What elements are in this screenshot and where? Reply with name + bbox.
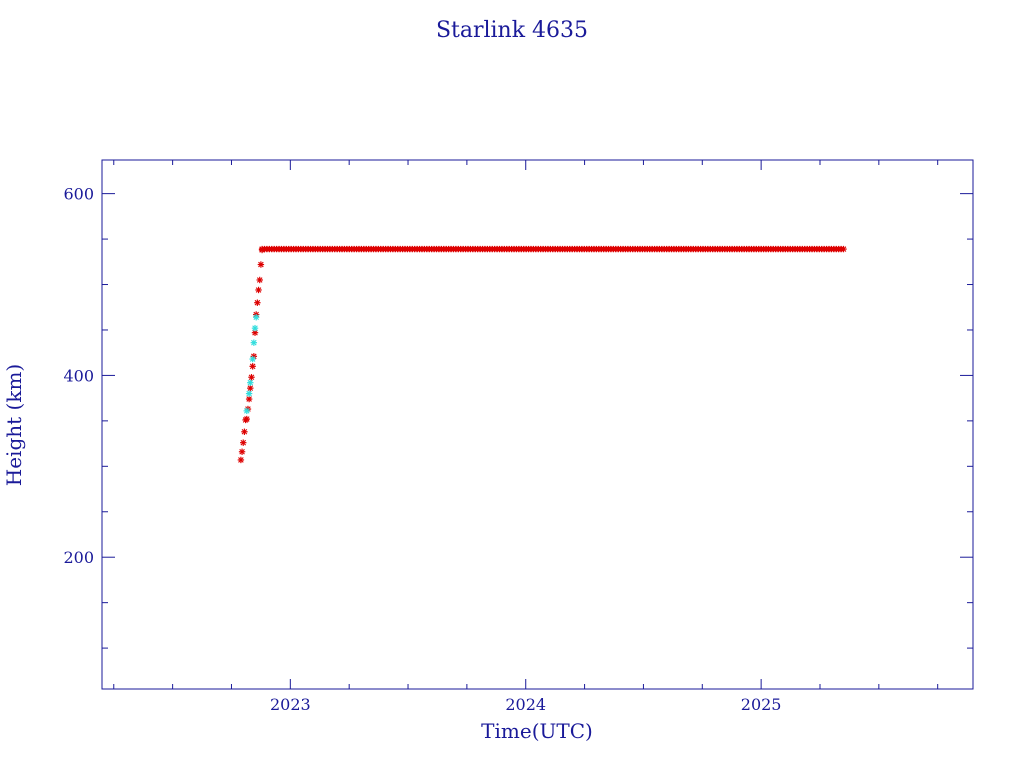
series-0-point-d2 xyxy=(247,385,254,391)
series-0-point xyxy=(237,456,245,464)
series-0-point xyxy=(254,299,261,306)
series-1-point-d2 xyxy=(840,246,847,252)
series-0-point-d2 xyxy=(241,428,248,435)
x-axis-label: Time(UTC) xyxy=(481,719,593,743)
y-tick-label: 600 xyxy=(63,185,94,204)
series-0-point-d2 xyxy=(243,416,250,422)
series-0-point xyxy=(243,415,250,423)
series-0-point xyxy=(241,428,248,435)
series-0-point xyxy=(247,384,254,392)
series-0-point xyxy=(240,439,247,446)
series-2-point xyxy=(252,314,260,321)
data-points xyxy=(237,245,847,464)
series-0-point xyxy=(238,448,246,455)
series-0-point xyxy=(248,374,255,381)
x-tick-label: 2023 xyxy=(270,695,311,714)
series-0-point-d2 xyxy=(249,363,256,370)
series-0-point-d2 xyxy=(248,374,255,381)
series-0-point xyxy=(245,395,253,403)
series-0-point-d2 xyxy=(239,448,245,455)
y-tick-label: 400 xyxy=(63,366,94,385)
series-0-point-d2 xyxy=(246,396,252,402)
series-0-point-d2 xyxy=(254,299,261,306)
plot-frame xyxy=(101,159,974,690)
series-2-point xyxy=(249,355,256,363)
series-1-point xyxy=(840,245,847,253)
series-0-point xyxy=(255,286,262,294)
series-0-point-d2 xyxy=(255,287,262,293)
series-2-point-d2 xyxy=(253,314,259,321)
series-2-point xyxy=(243,407,250,415)
series-0-point xyxy=(256,276,263,284)
series-2-point xyxy=(245,390,253,397)
chart-title: Starlink 4635 xyxy=(436,18,588,43)
axis-ticks xyxy=(102,160,973,689)
series-2-point xyxy=(250,339,258,346)
series-2-point-d2 xyxy=(252,325,258,331)
series-0-point-d2 xyxy=(252,329,258,336)
series-0-point xyxy=(257,261,265,268)
y-tick-label: 200 xyxy=(63,548,94,567)
x-tick-label: 2025 xyxy=(741,695,782,714)
series-0-point-d2 xyxy=(238,457,244,463)
series-2-point-d2 xyxy=(246,390,252,397)
series-2-point xyxy=(247,379,254,386)
series-0-point xyxy=(249,363,256,370)
x-tick-label: 2024 xyxy=(505,695,546,714)
series-2-point-d2 xyxy=(251,339,257,346)
series-0-point-d2 xyxy=(258,261,264,268)
series-0-point-d2 xyxy=(256,277,263,283)
series-2-point-d2 xyxy=(243,408,250,414)
series-2-point xyxy=(251,324,259,332)
y-axis-label: Height (km) xyxy=(2,364,26,486)
axis-tick-labels: 2023 2024 2025 200 400 600 xyxy=(63,185,781,714)
series-2-point-d2 xyxy=(249,356,256,362)
series-0-point-d2 xyxy=(240,439,247,446)
series-2-point-d2 xyxy=(247,379,254,386)
